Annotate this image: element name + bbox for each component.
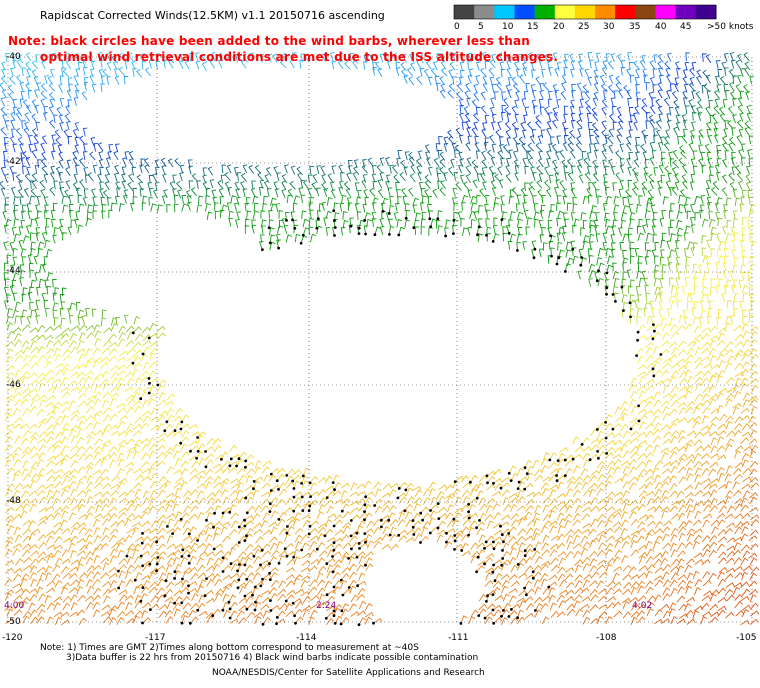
legend-swatch [534,5,556,19]
lon-label: -120 [2,633,23,643]
legend-swatch [635,5,657,19]
footer-note-2: 3)Data buffer is 22 hrs from 20150716 4)… [66,653,479,663]
legend-swatch [695,5,717,19]
map-grid [7,56,753,625]
footer-credit: NOAA/NESDIS/Center for Satellite Applica… [212,668,485,678]
legend-label: 20 [553,22,565,32]
lon-label: -114 [296,633,317,643]
legend-swatch [554,5,576,19]
legend-swatch [655,5,677,19]
lat-label: -50 [6,617,21,627]
lon-label: -117 [145,633,166,643]
note-line-1: Note: black circles have been added to t… [8,34,531,48]
legend-label: 15 [527,22,539,32]
footer-note-1: Note: 1) Times are GMT 2)Times along bot… [40,643,419,653]
legend-label: 45 [680,22,692,32]
map-title: Rapidscat Corrected Winds(12.5KM) v1.1 2… [40,9,385,22]
legend-swatch [595,5,616,19]
lat-label: -48 [6,496,21,506]
legend-label: 40 [655,22,667,32]
color-legend [453,4,717,20]
lon-label: -108 [596,633,617,643]
legend-swatch [474,5,495,19]
pass-time: 4:00 [4,601,25,611]
legend-swatch [615,5,636,19]
pass-time: 4:02 [632,601,653,611]
wind-barbs [0,51,760,626]
legend-label: >50 knots [707,22,754,32]
legend-label: 0 [454,22,460,32]
legend-label: 10 [502,22,514,32]
legend-label: 35 [629,22,641,32]
lon-label: -105 [736,633,757,643]
lat-label: -44 [6,266,21,276]
legend-swatch [514,5,536,19]
note-line-2: optimal wind retrieval conditions are me… [40,50,559,64]
legend-swatch [494,5,515,19]
legend-swatch [574,5,596,19]
legend-label: 30 [603,22,615,32]
legend-label: 25 [578,22,590,32]
lat-label: -46 [6,380,21,390]
lat-label: -40 [6,52,21,62]
lat-label: -42 [6,157,21,167]
legend-label: 5 [478,22,484,32]
legend-frame [453,4,717,20]
lon-label: -111 [448,633,469,643]
legend-swatch [454,5,475,19]
pass-time: 2:24 [316,601,337,611]
legend-swatch [675,5,697,19]
